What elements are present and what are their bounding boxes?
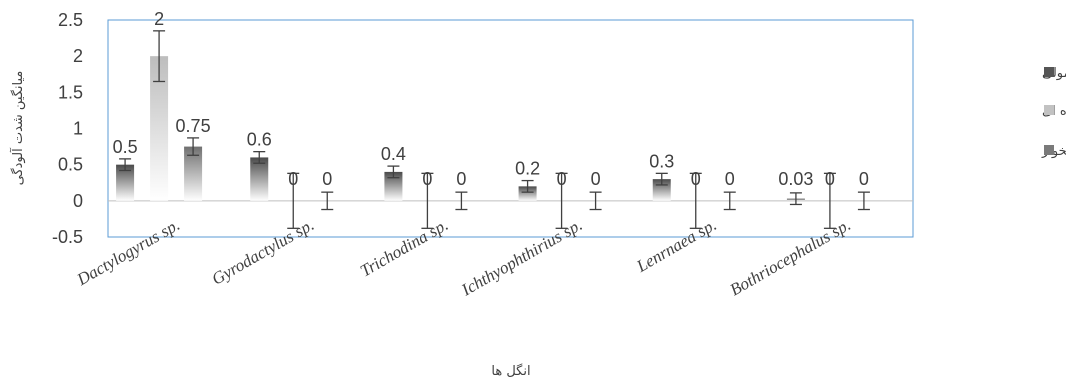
- category-label: Trichodina sp.: [357, 215, 452, 281]
- bar: [518, 186, 537, 201]
- legend-swatch: [1044, 145, 1054, 155]
- y-tick-label: 2: [73, 46, 83, 66]
- data-label: 0.6: [247, 130, 272, 150]
- data-label: 0.3: [649, 151, 674, 171]
- data-label: 0: [859, 169, 869, 189]
- bar: [250, 157, 269, 201]
- data-label: 0.2: [515, 159, 540, 179]
- data-label: 0: [456, 169, 466, 189]
- data-label: 0: [422, 169, 432, 189]
- legend: کپور معمولیکپور نقره ایکپور علفخوار: [1041, 66, 1066, 159]
- y-tick-label: 1.5: [58, 82, 83, 102]
- category-label: Lenrnaea sp.: [632, 215, 719, 276]
- category-label: Gyrodactylus sp.: [209, 215, 318, 289]
- y-tick-label: 0: [73, 191, 83, 211]
- data-label: 0: [322, 169, 332, 189]
- data-label: 0.4: [381, 144, 406, 164]
- data-label: 0: [557, 169, 567, 189]
- y-axis-ticks: 2.5 2 1.5 1 0.5 0 -0.5: [52, 10, 83, 247]
- y-tick-label: -0.5: [52, 227, 83, 247]
- plot-area: [107, 19, 914, 238]
- bar: [184, 146, 203, 201]
- data-label: 0: [288, 169, 298, 189]
- data-label: 0: [825, 169, 835, 189]
- bar: [150, 56, 169, 201]
- category-label: Bothriocephalus sp.: [727, 215, 854, 299]
- data-label: 2: [154, 9, 164, 29]
- category-labels: Dactylogyrus sp. Gyrodactylus sp. Trichodi…: [73, 215, 854, 300]
- bars-layer: 0.5 2 0.75 0.6 0 0 0.4 0 0 0.2 0 0 0.3 0 0 0.03 0 0: [113, 9, 870, 229]
- bar: [384, 171, 403, 201]
- data-label: 0.75: [176, 116, 211, 136]
- bar: [116, 164, 135, 201]
- y-axis-title: میانگین شدت آلودگی: [9, 71, 26, 186]
- category-label: Ichthyophthirius sp.: [457, 215, 585, 300]
- legend-swatch: [1044, 105, 1054, 115]
- y-tick-label: 2.5: [58, 10, 83, 30]
- data-label: 0: [725, 169, 735, 189]
- y-tick-label: 1: [73, 119, 83, 139]
- data-label: 0.03: [778, 169, 813, 189]
- data-label: 0.5: [113, 137, 138, 157]
- data-label: 0: [591, 169, 601, 189]
- y-tick-label: 0.5: [58, 155, 83, 175]
- legend-swatch: [1044, 67, 1054, 77]
- category-label: Dactylogyrus sp.: [73, 215, 183, 290]
- data-label: 0: [691, 169, 701, 189]
- x-axis-title: انگل ها: [491, 363, 530, 379]
